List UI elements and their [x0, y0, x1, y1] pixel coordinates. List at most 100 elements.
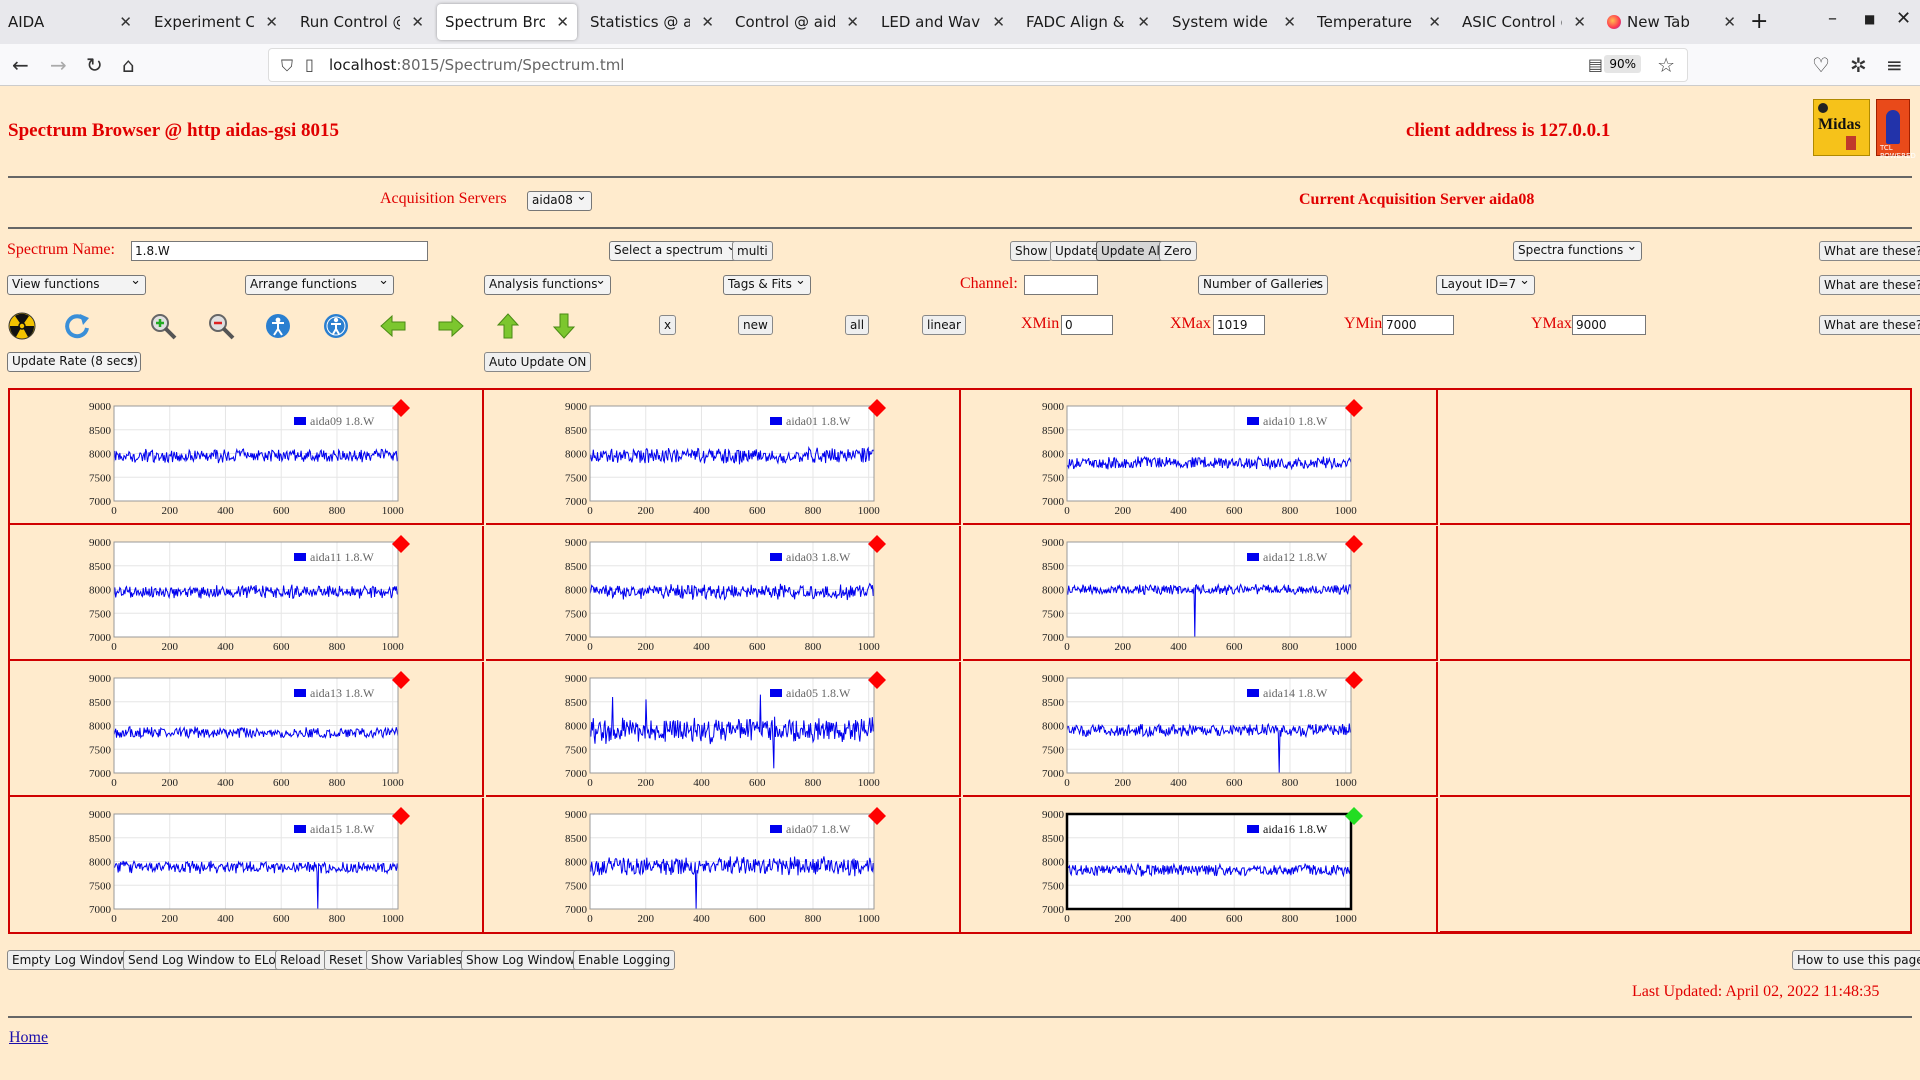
arrow-right-icon[interactable] — [437, 312, 465, 340]
arrow-down-icon[interactable] — [550, 312, 578, 340]
zoom-in-icon[interactable] — [149, 312, 177, 340]
browser-tab[interactable]: Spectrum Brows ✕ — [437, 4, 577, 40]
xmax-input[interactable]: 1019 — [1213, 315, 1265, 335]
arrange-functions-select[interactable]: Arrange functions — [245, 273, 394, 295]
x-button[interactable]: x — [659, 315, 677, 335]
browser-tab[interactable]: LED and Wavefor ✕ — [873, 4, 1013, 40]
tab-close-icon[interactable]: ✕ — [992, 13, 1005, 31]
how-to-button[interactable]: How to use this page — [1792, 950, 1920, 970]
back-icon[interactable]: ← — [12, 53, 29, 77]
tab-close-icon[interactable]: ✕ — [556, 13, 569, 31]
spectrum-cell[interactable]: 9000 8500 8000 7500 7000 0 200 400 600 800 1000 aid… — [963, 526, 1438, 661]
tab-close-icon[interactable]: ✕ — [1723, 13, 1736, 31]
xmin-input[interactable]: 0 — [1061, 315, 1113, 335]
extension-icon[interactable]: ✲ — [1850, 53, 1867, 77]
browser-tab[interactable]: System wide Che ✕ — [1164, 4, 1304, 40]
spectrum-cell[interactable]: 9000 8500 8000 7500 7000 0 200 400 600 800 1000 aid… — [486, 526, 961, 661]
browser-tab[interactable]: AIDA ✕ — [0, 4, 140, 40]
select-spectrum-select[interactable]: Select a spectrum — [609, 239, 742, 261]
arrow-left-icon[interactable] — [379, 312, 407, 340]
close-window-icon[interactable]: ✕ — [1896, 8, 1912, 29]
pocket-icon[interactable]: ♡ — [1812, 53, 1830, 77]
send-log-button[interactable]: Send Log Window to ELog — [123, 950, 289, 970]
browser-tab[interactable]: Statistics @ aida ✕ — [582, 4, 722, 40]
tags-fits-select[interactable]: Tags & Fits — [723, 273, 811, 295]
tab-close-icon[interactable]: ✕ — [1573, 13, 1586, 31]
radiation-icon[interactable] — [8, 312, 36, 340]
spectrum-cell[interactable]: 9000 8500 8000 7500 7000 0 200 400 600 800 1000 aid… — [486, 798, 961, 933]
tab-close-icon[interactable]: ✕ — [1428, 13, 1441, 31]
enable-logging-button[interactable]: Enable Logging — [573, 950, 676, 970]
zero-button[interactable]: Zero — [1159, 241, 1197, 261]
spectrum-cell[interactable]: 9000 8500 8000 7500 7000 0 200 400 600 800 1000 aid… — [963, 798, 1438, 933]
what-are-these-button[interactable]: What are these? — [1819, 241, 1920, 261]
spectrum-cell[interactable]: 9000 8500 8000 7500 7000 0 200 400 600 800 1000 aid… — [963, 662, 1438, 797]
analysis-functions-select[interactable]: Analysis functions — [484, 273, 611, 295]
bookmark-star-icon[interactable]: ☆ — [1657, 53, 1675, 77]
minimize-icon[interactable]: – — [1828, 8, 1837, 29]
spectrum-cell[interactable]: 9000 8500 8000 7500 7000 0 200 400 600 800 1000 aid… — [486, 390, 961, 525]
browser-tab[interactable]: New Tab ✕ — [1599, 4, 1744, 40]
zoom-out-icon[interactable] — [207, 312, 235, 340]
spectrum-name-input[interactable]: 1.8.W — [131, 241, 428, 261]
spectrum-cell[interactable]: 9000 8500 8000 7500 7000 0 200 400 600 800 1000 aid… — [10, 798, 484, 933]
linear-button[interactable]: linear — [922, 315, 966, 335]
arrow-up-icon[interactable] — [494, 312, 522, 340]
spectrum-cell[interactable]: 9000 8500 8000 7500 7000 0 200 400 600 800 1000 aid… — [10, 390, 484, 525]
tab-close-icon[interactable]: ✕ — [701, 13, 714, 31]
url-bar[interactable]: ⛉ ▯ localhost:8015/Spectrum/Spectrum.tml… — [268, 48, 1688, 82]
browser-tab[interactable]: Experiment Cont ✕ — [146, 4, 286, 40]
show-log-button[interactable]: Show Log Window — [461, 950, 580, 970]
tab-close-icon[interactable]: ✕ — [119, 13, 132, 31]
update-button[interactable]: Update — [1050, 241, 1104, 261]
view-functions-select[interactable]: View functions — [7, 273, 146, 295]
forward-icon[interactable]: → — [50, 53, 67, 77]
zoom-level[interactable]: 90% — [1604, 55, 1641, 73]
ymax-input[interactable]: 9000 — [1572, 315, 1646, 335]
update-rate-select[interactable]: Update Rate (8 secs) — [7, 350, 141, 372]
ymin-input[interactable]: 7000 — [1382, 315, 1454, 335]
reader-view-icon[interactable]: ▤ — [1587, 55, 1603, 74]
acquisition-server-select[interactable]: aida08 — [527, 189, 592, 211]
maximize-icon[interactable]: ■ — [1864, 12, 1876, 26]
reset-button[interactable]: Reset — [324, 950, 368, 970]
browser-tab[interactable]: FADC Align & Co ✕ — [1018, 4, 1158, 40]
show-button[interactable]: Show — [1010, 241, 1053, 261]
auto-update-button[interactable]: Auto Update ON — [484, 352, 592, 372]
spectrum-cell[interactable]: 9000 8500 8000 7500 7000 0 200 400 600 800 1000 aid… — [486, 662, 961, 797]
spectrum-cell[interactable]: 9000 8500 8000 7500 7000 0 200 400 600 800 1000 aid… — [963, 390, 1438, 525]
reload-button[interactable]: Reload — [275, 950, 326, 970]
accessibility-blue-icon[interactable] — [264, 312, 292, 340]
browser-tab[interactable]: ASIC Control @ a ✕ — [1454, 4, 1594, 40]
update-all-button[interactable]: Update All — [1096, 241, 1169, 261]
tab-close-icon[interactable]: ✕ — [411, 13, 424, 31]
tab-close-icon[interactable]: ✕ — [846, 13, 859, 31]
new-tab-plus-icon[interactable]: + — [1750, 9, 1769, 34]
all-button[interactable]: all — [845, 315, 870, 335]
new-button[interactable]: new — [738, 315, 773, 335]
channel-input[interactable] — [1024, 275, 1098, 295]
spectrum-cell[interactable]: 9000 8500 8000 7500 7000 0 200 400 600 800 1000 aid… — [10, 662, 484, 797]
what-are-these-button-3[interactable]: What are these? — [1819, 315, 1920, 335]
home-link[interactable]: Home — [9, 1029, 49, 1046]
show-variables-button[interactable]: Show Variables — [366, 950, 468, 970]
multi-button[interactable]: multi — [732, 241, 773, 261]
refresh-icon[interactable] — [63, 312, 91, 340]
layout-select[interactable]: Layout ID=7 — [1436, 273, 1536, 295]
accessibility-person-icon[interactable] — [322, 312, 350, 340]
empty-log-button[interactable]: Empty Log Window — [7, 950, 133, 970]
what-are-these-button-2[interactable]: What are these? — [1819, 275, 1920, 295]
home-icon[interactable]: ⌂ — [122, 53, 135, 77]
menu-icon[interactable]: ≡ — [1886, 53, 1903, 77]
url-text[interactable]: localhost:8015/Spectrum/Spectrum.tml — [329, 56, 624, 74]
tab-close-icon[interactable]: ✕ — [1137, 13, 1150, 31]
browser-tab[interactable]: Run Control @ ai ✕ — [292, 4, 432, 40]
spectrum-cell[interactable]: 9000 8500 8000 7500 7000 0 200 400 600 800 1000 aid… — [10, 526, 484, 661]
reload-icon[interactable]: ↻ — [86, 53, 103, 77]
browser-tab[interactable]: Temperature and ✕ — [1309, 4, 1449, 40]
spectra-functions-select[interactable]: Spectra functions — [1513, 239, 1643, 261]
galleries-select[interactable]: Number of Galleries — [1198, 273, 1328, 295]
tab-close-icon[interactable]: ✕ — [1283, 13, 1296, 31]
tab-close-icon[interactable]: ✕ — [265, 13, 278, 31]
browser-tab[interactable]: Control @ aidas- ✕ — [727, 4, 867, 40]
